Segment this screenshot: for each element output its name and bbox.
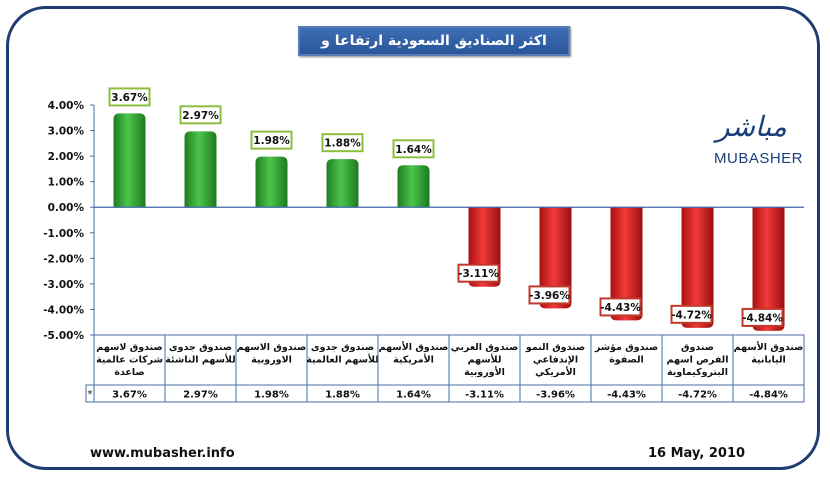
data-label-box bbox=[321, 133, 364, 153]
bar bbox=[610, 207, 643, 321]
data-label: -3.96% bbox=[529, 290, 570, 302]
bar bbox=[397, 165, 430, 208]
y-tick-label: -3.00% bbox=[43, 279, 84, 291]
table-value: 1.88% bbox=[325, 390, 360, 401]
data-label: -4.84% bbox=[742, 312, 783, 324]
table-value-cell bbox=[732, 384, 805, 403]
table-value: 1.98% bbox=[254, 390, 289, 401]
category-label: الأمريكي bbox=[535, 366, 576, 378]
data-label-box bbox=[108, 87, 151, 107]
table-value: -3.11% bbox=[465, 390, 504, 401]
table-value: -4.72% bbox=[678, 390, 717, 401]
mubasher-logo: مباشر MUBASHER bbox=[708, 110, 804, 176]
data-label-box bbox=[599, 297, 642, 317]
category-label: اليابانية bbox=[751, 355, 786, 366]
y-tick-label: 0.00% bbox=[48, 202, 85, 214]
category-label: للأسهم bbox=[468, 354, 502, 366]
bar bbox=[255, 156, 288, 208]
category-label: الصفوة bbox=[609, 355, 644, 366]
y-tick-label: 3.00% bbox=[48, 126, 85, 138]
category-label: صندوق جدوى bbox=[169, 342, 232, 353]
category-label: صندوق الأسهم bbox=[734, 341, 804, 353]
data-label: 2.97% bbox=[182, 110, 219, 122]
y-tick-label: -1.00% bbox=[43, 228, 84, 240]
category-label: صاعدة bbox=[114, 367, 144, 378]
category-label: للأسهم الناشئة bbox=[165, 354, 235, 366]
table-value: -3.96% bbox=[536, 390, 575, 401]
category-label: صندوق جدوى bbox=[311, 342, 374, 353]
footer-date: 16 May, 2010 bbox=[648, 446, 746, 461]
chart-title: اكثر الصناديق السعودية ارتفاعا و تراجعا bbox=[298, 26, 570, 75]
bar bbox=[326, 159, 359, 208]
category-label: البتروكيماوية bbox=[667, 367, 728, 378]
data-label: 1.88% bbox=[324, 138, 361, 150]
category-label: الأوروبية bbox=[464, 366, 505, 378]
y-tick-label: 1.00% bbox=[48, 177, 85, 189]
data-label: -3.11% bbox=[458, 268, 499, 280]
category-label: الإندفاعي bbox=[533, 355, 578, 366]
category-label: صندوق bbox=[681, 342, 714, 353]
category-label: صندوق الأسهم bbox=[379, 341, 449, 353]
table-value: 2.97% bbox=[183, 390, 218, 401]
data-label-box bbox=[392, 139, 435, 159]
y-tick-label: 4.00% bbox=[48, 100, 85, 112]
data-label: 3.67% bbox=[111, 92, 148, 104]
table-value: 3.67% bbox=[112, 390, 147, 401]
category-label: صندوق لاسهم bbox=[96, 342, 162, 353]
category-label: صندوق الاسهم bbox=[237, 342, 307, 353]
data-label-box bbox=[528, 285, 571, 305]
logo-arabic-text: مباشر bbox=[716, 110, 787, 143]
y-tick-label: -4.00% bbox=[43, 304, 84, 316]
bar bbox=[184, 131, 217, 208]
bar bbox=[752, 207, 785, 331]
category-label: صندوق مؤشر bbox=[594, 342, 658, 353]
y-tick-label: -5.00% bbox=[43, 330, 84, 342]
bar bbox=[681, 207, 714, 328]
table-value: -4.43% bbox=[607, 390, 646, 401]
data-label: 1.64% bbox=[395, 144, 432, 156]
bar bbox=[113, 113, 146, 208]
category-label: شركات عالمية bbox=[96, 355, 163, 366]
category-label: للأسهم العالمية bbox=[306, 354, 378, 366]
bar bbox=[539, 207, 572, 309]
y-tick-label: 2.00% bbox=[48, 151, 85, 163]
data-label-box bbox=[457, 263, 500, 283]
category-label: الفرص اسهم bbox=[667, 355, 729, 366]
footer-url: www.mubasher.info bbox=[90, 446, 235, 461]
data-label: -4.72% bbox=[671, 309, 712, 321]
category-label: الاوروبية bbox=[251, 355, 292, 366]
series-marker: * bbox=[88, 389, 93, 400]
data-label-box bbox=[741, 307, 784, 327]
logo-english-text: MUBASHER bbox=[714, 150, 804, 167]
data-label: -4.43% bbox=[600, 302, 641, 314]
table-value: -4.84% bbox=[749, 390, 788, 401]
data-label-box bbox=[250, 130, 293, 150]
y-tick-label: -2.00% bbox=[43, 253, 84, 265]
data-label: 1.98% bbox=[253, 135, 290, 147]
data-label-box bbox=[179, 105, 222, 125]
data-label-box bbox=[670, 304, 713, 324]
table-value: 1.64% bbox=[396, 390, 431, 401]
category-label: الأمريكية bbox=[393, 354, 434, 366]
category-label: صندوق العربي bbox=[451, 342, 519, 353]
category-label: صندوق النمو bbox=[525, 342, 585, 353]
